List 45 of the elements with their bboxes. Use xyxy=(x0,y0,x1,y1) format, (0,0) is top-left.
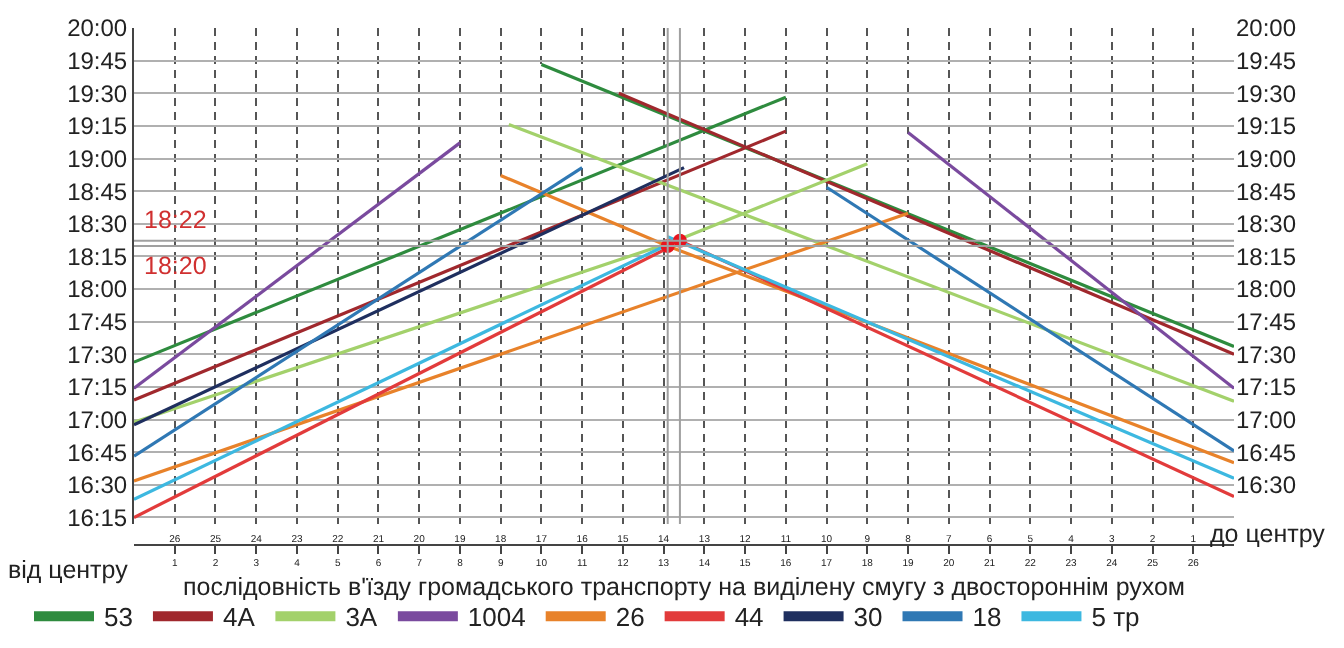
text: від центру xyxy=(8,556,130,584)
y2-tick-label: 19:15 xyxy=(1236,112,1297,141)
legend-label: 3A xyxy=(345,602,378,633)
y2-tick-label: 17:00 xyxy=(1236,405,1297,434)
y2-tick-label: 16:45 xyxy=(1236,438,1297,467)
ref-line-label: 18:22 xyxy=(144,206,207,234)
y-tick-label: 19:15 xyxy=(67,112,128,141)
legend-label: 18 xyxy=(972,602,1002,633)
y-tick-label: 18:15 xyxy=(67,242,128,271)
y-tick-label: 18:30 xyxy=(67,210,128,239)
x-axis-title: послідовність в'їзду громадського транспорту на виділену смугу з двостороннім рухом xyxy=(182,572,1186,601)
y2-tick-label: 16:30 xyxy=(1236,471,1297,500)
y-tick-label: 19:30 xyxy=(67,79,128,108)
y2-tick-label: 19:45 xyxy=(1236,47,1297,76)
legend-label: 30 xyxy=(853,602,883,633)
y2-tick-label: 18:45 xyxy=(1236,177,1297,206)
legend-label: 44 xyxy=(734,602,764,633)
y2-tick-label: 18:30 xyxy=(1236,210,1297,239)
annotation: до центру xyxy=(1210,520,1327,548)
y-tick-label: 17:45 xyxy=(67,308,128,337)
legend-label: 53 xyxy=(104,602,133,633)
y-tick-label: 19:45 xyxy=(67,47,128,76)
legend-label: 4A xyxy=(222,602,256,633)
y2-tick-label: 19:30 xyxy=(1236,79,1297,108)
y2-tick-label: 18:15 xyxy=(1236,242,1297,271)
y2-tick-label: 18:00 xyxy=(1236,275,1297,304)
y2-tick-label: 19:00 xyxy=(1236,144,1297,173)
y2-tick-label: 17:15 xyxy=(1236,373,1297,402)
y-tick-label: 17:00 xyxy=(67,405,128,434)
y-tick-label: 19:00 xyxy=(67,144,128,173)
legend-label: 5 тр xyxy=(1091,602,1140,633)
y2-tick-label: 17:45 xyxy=(1236,308,1297,337)
legend-label: 1004 xyxy=(467,602,526,633)
y-tick-label: 17:15 xyxy=(67,373,128,402)
y2-tick-label: 20:00 xyxy=(1236,14,1297,43)
legend-label: 26 xyxy=(615,602,645,633)
y-tick-label: 18:45 xyxy=(67,177,128,206)
ref-line-label: 18:20 xyxy=(144,252,207,280)
y-tick-label: 16:30 xyxy=(67,471,128,500)
y-tick-label: 18:00 xyxy=(67,275,128,304)
y-tick-label: 20:00 xyxy=(67,14,128,43)
y-tick-label: 16:15 xyxy=(67,503,128,532)
y2-tick-label: 17:30 xyxy=(1236,340,1297,369)
y-tick-label: 17:30 xyxy=(67,340,128,369)
y-tick-label: 16:45 xyxy=(67,438,128,467)
